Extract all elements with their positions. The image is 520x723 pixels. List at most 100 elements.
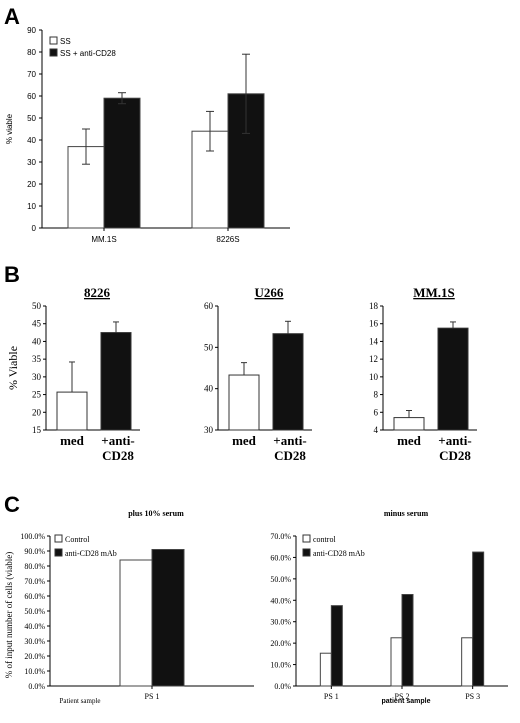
legend-label: anti-CD28 mAb bbox=[313, 549, 365, 558]
legend-swatch bbox=[49, 36, 58, 45]
panel-b-label: B bbox=[4, 262, 20, 287]
chart-a: 0 10 20 30 40 50 60 70 80 90 % viable MM.1S 8226S SS S… bbox=[5, 26, 290, 244]
panel-c-label: C bbox=[4, 492, 20, 517]
x-tick-label: +anti- bbox=[273, 433, 306, 448]
bar-control bbox=[119, 559, 153, 687]
x-axis-label: Patient sample bbox=[59, 697, 100, 705]
y-tick-label: 10.0% bbox=[24, 667, 45, 676]
y-tick-label: 50 bbox=[204, 342, 214, 352]
y-tick-label: 25 bbox=[32, 390, 42, 400]
legend-swatch bbox=[302, 548, 311, 557]
x-tick-label: PS 2 bbox=[395, 692, 410, 701]
chart-title: MM.1S bbox=[413, 285, 455, 300]
chart-b-u266: U266 30 40 50 60 med +anti-CD28 bbox=[204, 285, 312, 463]
legend-label: Control bbox=[65, 535, 90, 544]
chart-title: plus 10% serum bbox=[128, 509, 184, 518]
y-tick-label: 30 bbox=[27, 158, 36, 167]
y-tick-label: 30.0% bbox=[24, 637, 45, 646]
chart-c-plus-serum: plus 10% serum 0.0% 10.0% 20.0% 30.0% 40.0% 50… bbox=[4, 509, 254, 705]
y-tick-label: 40 bbox=[204, 384, 214, 394]
x-tick-label: med bbox=[60, 433, 85, 448]
y-tick-label: 8 bbox=[374, 390, 379, 400]
y-tick-label: 0.0% bbox=[274, 682, 291, 691]
y-tick-label: 14 bbox=[369, 336, 379, 346]
y-tick-label: 60 bbox=[204, 301, 214, 311]
y-tick-label: 70.0% bbox=[270, 532, 291, 541]
y-tick-label: 12 bbox=[369, 354, 378, 364]
bar-anti-cd28 bbox=[437, 327, 469, 431]
x-tick-label: MM.1S bbox=[91, 235, 116, 244]
y-tick-label: 50.0% bbox=[270, 575, 291, 584]
y-tick-label: 70.0% bbox=[24, 577, 45, 586]
bar-med bbox=[56, 391, 88, 431]
chart-title: minus serum bbox=[384, 509, 429, 518]
legend-swatch bbox=[54, 534, 63, 543]
legend-label: SS + anti-CD28 bbox=[60, 49, 116, 58]
legend-swatch bbox=[302, 534, 311, 543]
x-tick-label: +anti- bbox=[101, 433, 134, 448]
bar-anti-cd28-mab bbox=[151, 549, 185, 687]
y-tick-label: 20 bbox=[32, 407, 42, 417]
bar-med bbox=[393, 417, 425, 431]
y-tick-label: 50 bbox=[32, 301, 42, 311]
y-tick-label: 30 bbox=[32, 372, 42, 382]
x-tick-label: PS 1 bbox=[145, 692, 160, 701]
y-tick-label: 20.0% bbox=[270, 639, 291, 648]
x-tick-label: PS 1 bbox=[324, 692, 339, 701]
chart-title: U266 bbox=[255, 285, 284, 300]
y-tick-label: 0.0% bbox=[28, 682, 45, 691]
y-tick-label: 40 bbox=[27, 136, 36, 145]
y-tick-label: 40.0% bbox=[24, 622, 45, 631]
y-tick-label: 20.0% bbox=[24, 652, 45, 661]
bar-anti-cd28 bbox=[272, 333, 304, 431]
x-tick-label: PS 3 bbox=[465, 692, 480, 701]
y-tick-label: 80 bbox=[27, 48, 36, 57]
y-tick-label: 40.0% bbox=[270, 596, 291, 605]
x-tick-label: CD28 bbox=[274, 448, 306, 463]
bar-ss-anti-cd28 bbox=[103, 97, 141, 229]
y-tick-label: 20 bbox=[27, 180, 36, 189]
legend-label: SS bbox=[60, 37, 71, 46]
chart-c-minus-serum: minus serum 0.0% 10.0% 20.0% 30.0% 40.0% 50.0%… bbox=[270, 509, 508, 705]
y-tick-label: 18 bbox=[369, 301, 379, 311]
y-tick-label: 6 bbox=[374, 407, 379, 417]
bar-anti-cd28-mab bbox=[401, 594, 414, 687]
y-tick-label: 10.0% bbox=[270, 661, 291, 670]
legend-label: anti-CD28 mAb bbox=[65, 549, 117, 558]
bar-anti-cd28 bbox=[100, 332, 132, 431]
bar-anti-cd28-mab bbox=[472, 551, 485, 687]
chart-b-mm1s: MM.1S 4 6 8 10 12 14 16 18 med +anti-CD28 bbox=[369, 285, 477, 463]
chart-title: 8226 bbox=[84, 285, 111, 300]
y-tick-label: 80.0% bbox=[24, 562, 45, 571]
bar-control bbox=[390, 637, 403, 687]
y-tick-label: 50.0% bbox=[24, 607, 45, 616]
x-tick-label: 8226S bbox=[216, 235, 239, 244]
legend-label: control bbox=[313, 535, 336, 544]
x-tick-label: med bbox=[232, 433, 257, 448]
x-tick-label: CD28 bbox=[439, 448, 471, 463]
bar-med bbox=[228, 374, 260, 431]
legend-swatch bbox=[54, 548, 63, 557]
y-tick-label: 16 bbox=[369, 319, 379, 329]
x-tick-label: +anti- bbox=[438, 433, 471, 448]
y-tick-label: 70 bbox=[27, 70, 36, 79]
y-tick-label: 30.0% bbox=[270, 618, 291, 627]
y-axis-label: % Viable bbox=[6, 346, 20, 390]
y-tick-label: 60.0% bbox=[270, 553, 291, 562]
panel-a-label: A bbox=[4, 4, 20, 29]
y-tick-label: 60.0% bbox=[24, 592, 45, 601]
legend-swatch bbox=[49, 48, 58, 57]
y-tick-label: 15 bbox=[32, 425, 42, 435]
x-tick-label: CD28 bbox=[102, 448, 134, 463]
chart-b-8226: 8226 15 20 25 30 35 40 45 50 % Viable med +anti-CD2… bbox=[6, 285, 140, 463]
y-tick-label: 35 bbox=[32, 354, 42, 364]
bar-anti-cd28-mab bbox=[330, 605, 343, 687]
y-tick-label: 50 bbox=[27, 114, 36, 123]
x-tick-label: med bbox=[397, 433, 422, 448]
y-axis-label: % viable bbox=[5, 113, 14, 144]
y-tick-label: 45 bbox=[32, 319, 42, 329]
y-tick-label: 100.0% bbox=[20, 532, 45, 541]
bar-control bbox=[319, 652, 332, 687]
y-tick-label: 60 bbox=[27, 92, 36, 101]
